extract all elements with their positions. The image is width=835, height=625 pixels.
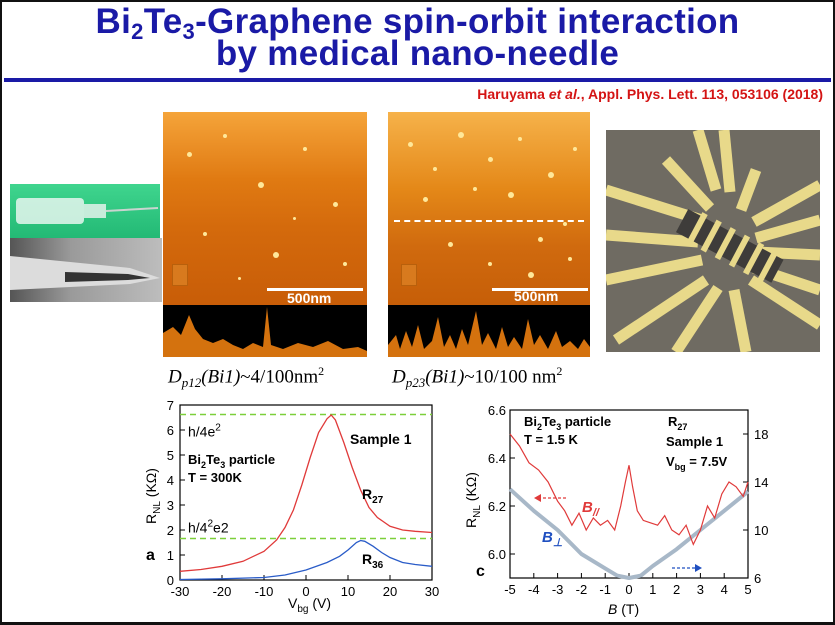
- chart-c-y2tick-label: 10: [754, 523, 768, 538]
- reference-line-label: h/4e2: [188, 423, 221, 440]
- chart-c-particle-label: Bi2Te3 particle: [524, 414, 611, 432]
- chart-c-xlabel: B (T): [608, 601, 639, 617]
- chart-c-xtick-label: 0: [625, 582, 632, 597]
- chart-a-xtick-label: 10: [341, 584, 355, 599]
- chart-a-ytick-label: 7: [167, 398, 174, 413]
- chart-c: 6.0 6.2 6.4 6.6 6 10 14 18 -5 -4 -3 -2 -1 0 1 2 3 4 5 Bi…: [463, 403, 768, 617]
- arrow-left-axis: [534, 494, 566, 502]
- chart-a-ylabel: RNL (KΩ): [143, 468, 163, 524]
- chart-a-ytick-label: 2: [167, 523, 174, 538]
- chart-c-xtick-label: 4: [721, 582, 728, 597]
- chart-a-xtick-label: -30: [171, 584, 190, 599]
- scale-bar-left: [267, 288, 363, 291]
- scale-label-right: 500nm: [514, 288, 559, 304]
- chart-c-ytick-label: 6.2: [488, 499, 506, 514]
- chart-a-xtick-label: -20: [213, 584, 232, 599]
- panel-label-a: a: [146, 547, 155, 564]
- device-electrodes: [606, 130, 820, 352]
- chart-a: 0 1 2 3 4 5 6 7 -30 -20 -10 0 10 20 30 h/4e2 h/42e2 Sa…: [143, 398, 439, 615]
- needle-drawing: [16, 198, 159, 224]
- chart-c-xtick-label: -2: [576, 582, 588, 597]
- title-line-1: Bi2Te3-Graphene spin-orbit interaction: [95, 2, 740, 44]
- profile-right-graph: [388, 311, 590, 357]
- citation: Haruyama et al., Appl. Phys. Lett. 113, …: [477, 86, 823, 102]
- series-label-r27: R27: [362, 486, 384, 506]
- afm-image-right: 500nm: [388, 112, 590, 305]
- chart-a-series-line-2: [179, 539, 433, 581]
- chart-a-ytick-label: 1: [167, 548, 174, 563]
- chart-c-xtick-label: 5: [744, 582, 751, 597]
- density-label-right: Dp23(Bi1)~10/100 nm2: [392, 364, 563, 391]
- chart-a-sample-label: Sample 1: [350, 431, 412, 447]
- title-rule: [4, 78, 831, 82]
- chart-a-xtick-label: 30: [425, 584, 439, 599]
- chart-a-xtick-label: 20: [383, 584, 397, 599]
- chart-c-sample-label: Sample 1: [666, 434, 723, 449]
- chart-a-xtick-label: -10: [255, 584, 274, 599]
- afm-profile-left: [163, 305, 367, 357]
- chart-a-ytick-label: 6: [167, 423, 174, 438]
- reference-line-label: h/42e2: [188, 519, 229, 536]
- chart-c-xtick-label: 2: [673, 582, 680, 597]
- chart-c-xtick-label: 3: [697, 582, 704, 597]
- chart-a-series-line-1: [179, 414, 433, 572]
- chart-c-xtick-label: -1: [599, 582, 611, 597]
- chart-c-r-label: R27: [668, 414, 687, 432]
- needle-tip-drawing: [10, 256, 160, 290]
- series-label-b-parallel: B//: [582, 499, 601, 519]
- afm-image-left: 500nm: [163, 112, 367, 305]
- series-label-r36: R36: [362, 551, 384, 571]
- chart-c-xtick-label: -5: [504, 582, 516, 597]
- chart-c-series-line-parallel: [509, 433, 749, 546]
- profile-left-graph: [163, 307, 367, 357]
- chart-a-ytick-label: 3: [167, 498, 174, 513]
- chart-a-temp-label: T = 300K: [188, 470, 242, 485]
- chart-c-xtick-label: -4: [528, 582, 540, 597]
- chart-a-ytick-label: 0: [167, 573, 174, 588]
- chart-a-xlabel: Vbg (V): [288, 595, 331, 615]
- graphene-channel: [675, 209, 784, 283]
- slide-title: Bi2Te3-Graphene spin-orbit interaction b…: [4, 2, 831, 73]
- panel-label-c: c: [476, 563, 485, 580]
- afm-marker-right: [401, 264, 417, 286]
- chart-c-xtick-label: 1: [649, 582, 656, 597]
- afm-marker-left: [172, 264, 188, 286]
- scale-label-left: 500nm: [287, 290, 332, 305]
- chart-c-y2tick-label: 14: [754, 475, 768, 490]
- chart-a-ytick-label: 5: [167, 448, 174, 463]
- chart-c-y2tick-label: 18: [754, 427, 768, 442]
- chart-c-y2tick-label: 6: [754, 571, 761, 586]
- chart-a-xtick-label: 0: [302, 584, 309, 599]
- chart-c-temp-label: T = 1.5 K: [524, 432, 578, 447]
- chart-c-ylabel: RNL (KΩ): [463, 472, 483, 528]
- needle-photo-green: [10, 184, 160, 240]
- density-label-left: Dp12(Bi1)~4/100nm2: [168, 364, 325, 391]
- chart-a-particle-label: Bi2Te3 particle: [188, 452, 275, 470]
- chart-c-vbg-label: Vbg = 7.5V: [666, 454, 728, 472]
- scale-bar-right: [492, 288, 588, 291]
- title-line-2: by medical nano-needle: [215, 34, 620, 73]
- arrow-right-axis: [672, 564, 702, 572]
- profile-line-right: [394, 220, 584, 222]
- needle-sem-photo: [10, 238, 162, 302]
- chart-a-ytick-label: 4: [167, 473, 174, 488]
- chart-c-ytick-label: 6.0: [488, 547, 506, 562]
- chart-c-xtick-label: -3: [552, 582, 564, 597]
- chart-c-ytick-label: 6.4: [488, 451, 506, 466]
- series-label-b-perp: B⊥: [542, 529, 563, 549]
- device-micrograph: [606, 130, 820, 352]
- chart-c-ytick-label: 6.6: [488, 403, 506, 418]
- afm-profile-right: [388, 305, 590, 357]
